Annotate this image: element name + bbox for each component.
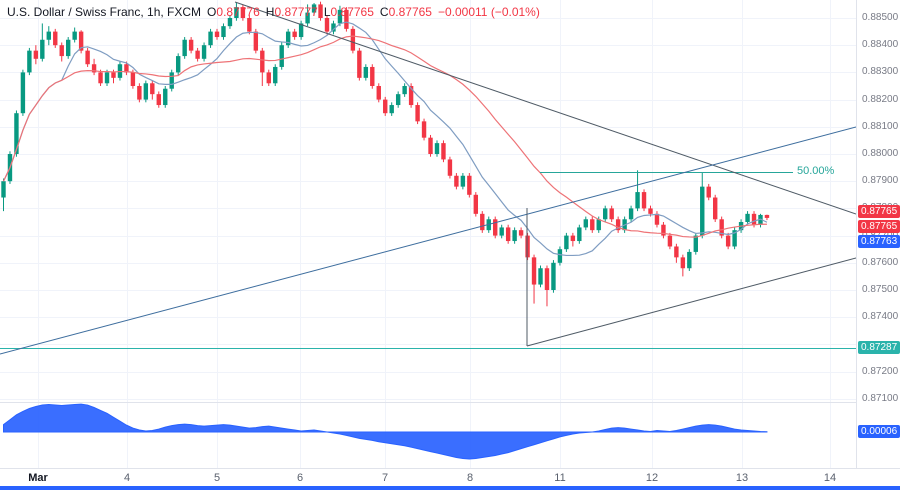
- price-tick-label: 0.87900: [862, 175, 899, 187]
- price-tick-label: 0.88500: [862, 12, 899, 23]
- ohlc-change: −0.00011 (−0.01%): [437, 5, 540, 19]
- time-axis[interactable]: Mar 4 5 6 7 8 11 12 13 14: [0, 468, 900, 488]
- price-tick-label: 0.87600: [862, 256, 899, 268]
- price-tick-label: 0.87500: [862, 284, 899, 295]
- ohlc-high-value: 0.87777: [274, 5, 318, 19]
- price-tick-label: 0.87400: [862, 311, 899, 323]
- time-axis-label: 11: [554, 472, 566, 484]
- ohlc-low-label: L: [323, 5, 331, 19]
- ohlc-open: O0.87776: [207, 5, 260, 19]
- time-axis-label: Mar: [28, 472, 48, 484]
- price-tick-label: 0.88300: [862, 66, 899, 78]
- price-chart-canvas[interactable]: [0, 0, 856, 468]
- time-axis-label: 5: [213, 472, 221, 484]
- price-axis-badge: 0.87765: [858, 205, 900, 218]
- ohlc-high: H0.87777: [266, 5, 318, 19]
- time-axis-label: 7: [381, 472, 389, 484]
- ohlc-low-value: 0.87765: [330, 5, 374, 19]
- price-axis-badge: 0.87287: [858, 341, 900, 354]
- chart-legend: U.S. Dollar / Swiss Franc, 1h, FXCM O0.8…: [7, 4, 540, 20]
- time-axis-label: 14: [823, 472, 837, 484]
- price-tick-label: 0.87100: [862, 392, 899, 404]
- ohlc-open-value: 0.87776: [216, 5, 260, 19]
- price-tick-label: 0.88100: [862, 120, 899, 132]
- ohlc-high-label: H: [265, 5, 275, 19]
- time-axis-label: 13: [735, 472, 749, 484]
- symbol-title[interactable]: U.S. Dollar / Swiss Franc, 1h, FXCM: [7, 5, 202, 19]
- time-axis-label: 6: [296, 472, 304, 484]
- price-axis[interactable]: 0.88500 0.88400 0.88300 0.88200 0.88100 0.880…: [856, 0, 900, 468]
- ohlc-close-value: 0.87765: [388, 5, 432, 19]
- time-axis-label: 4: [123, 472, 131, 484]
- ohlc-open-label: O: [207, 5, 217, 19]
- price-axis-badge: 0.00006: [858, 425, 900, 438]
- ohlc-low: L0.87765: [324, 5, 374, 19]
- price-tick-label: 0.88000: [862, 148, 899, 159]
- time-axis-label: 12: [645, 472, 659, 484]
- ohlc-close: C0.87765: [380, 5, 432, 19]
- bottom-accent-bar: [0, 486, 900, 490]
- price-tick-label: 0.88200: [862, 93, 899, 105]
- time-axis-label: 8: [466, 472, 474, 484]
- price-tick-label: 0.87200: [862, 365, 899, 377]
- price-tick-label: 0.88400: [862, 39, 899, 51]
- ohlc-close-label: C: [379, 5, 389, 19]
- price-axis-badge: 0.87763: [858, 235, 900, 248]
- fib-50-percent-label[interactable]: 50.00%: [797, 165, 835, 177]
- price-axis-badge: 0.87765: [858, 220, 900, 233]
